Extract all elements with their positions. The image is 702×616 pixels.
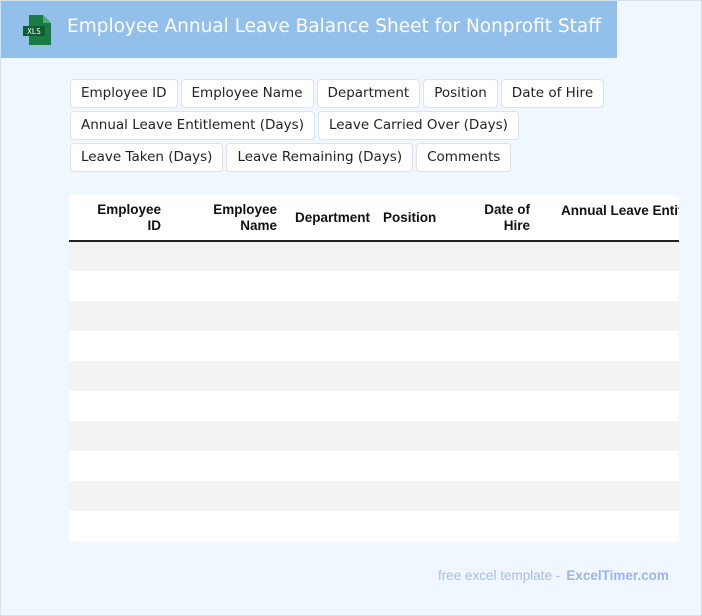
table-cell[interactable] xyxy=(165,391,281,421)
table-cell[interactable] xyxy=(450,511,534,541)
table-cell[interactable] xyxy=(374,511,450,541)
table-row xyxy=(69,511,679,541)
column-chips: Employee ID Employee Name Department Pos… xyxy=(70,79,670,172)
table-cell[interactable] xyxy=(281,271,374,301)
table-cell[interactable] xyxy=(281,301,374,331)
xls-file-icon: XLS xyxy=(23,15,51,45)
table-cell[interactable] xyxy=(534,421,679,451)
chip-position[interactable]: Position xyxy=(423,79,498,108)
table-row xyxy=(69,451,679,481)
table-cell[interactable] xyxy=(69,481,165,511)
table-cell[interactable] xyxy=(450,271,534,301)
table-cell[interactable] xyxy=(69,391,165,421)
table-cell[interactable] xyxy=(69,511,165,541)
table-cell[interactable] xyxy=(374,271,450,301)
table-cell[interactable] xyxy=(534,361,679,391)
table-cell[interactable] xyxy=(281,511,374,541)
table-row xyxy=(69,241,679,271)
table-cell[interactable] xyxy=(534,391,679,421)
table-cell[interactable] xyxy=(374,451,450,481)
header-employee-id[interactable]: Employee ID xyxy=(69,195,165,242)
header-annual-leave-entitlement[interactable]: Annual Leave Entitlement (Days) xyxy=(534,195,679,242)
table-cell[interactable] xyxy=(450,361,534,391)
table-cell[interactable] xyxy=(450,301,534,331)
table-cell[interactable] xyxy=(374,331,450,361)
table-cell[interactable] xyxy=(281,361,374,391)
header-department[interactable]: Department xyxy=(281,195,374,242)
table-cell[interactable] xyxy=(69,331,165,361)
header-date-of-hire[interactable]: Date of Hire xyxy=(450,195,534,242)
chip-employee-name[interactable]: Employee Name xyxy=(180,79,314,108)
table-cell[interactable] xyxy=(374,301,450,331)
footer-brand-link[interactable]: ExcelTimer.com xyxy=(566,568,669,583)
table-cell[interactable] xyxy=(374,391,450,421)
table-cell[interactable] xyxy=(281,391,374,421)
chip-leave-remaining[interactable]: Leave Remaining (Days) xyxy=(226,143,414,172)
chip-date-of-hire[interactable]: Date of Hire xyxy=(500,79,605,108)
table-cell[interactable] xyxy=(281,421,374,451)
table-cell[interactable] xyxy=(69,301,165,331)
chip-leave-carried-over[interactable]: Leave Carried Over (Days) xyxy=(317,111,519,140)
table-cell[interactable] xyxy=(450,241,534,271)
footer-text: free excel template - xyxy=(438,568,561,583)
table-row xyxy=(69,391,679,421)
table-cell[interactable] xyxy=(165,241,281,271)
table-cell[interactable] xyxy=(165,481,281,511)
table-row xyxy=(69,361,679,391)
table-row xyxy=(69,421,679,451)
chip-comments[interactable]: Comments xyxy=(416,143,512,172)
chip-department[interactable]: Department xyxy=(316,79,421,108)
table-cell[interactable] xyxy=(69,241,165,271)
table-cell[interactable] xyxy=(534,511,679,541)
table-cell[interactable] xyxy=(281,241,374,271)
table-cell[interactable] xyxy=(534,451,679,481)
table-cell[interactable] xyxy=(450,481,534,511)
table-row xyxy=(69,481,679,511)
table-cell[interactable] xyxy=(450,331,534,361)
table-cell[interactable] xyxy=(534,331,679,361)
chip-leave-taken[interactable]: Leave Taken (Days) xyxy=(70,143,224,172)
table-cell[interactable] xyxy=(374,481,450,511)
page-title: Employee Annual Leave Balance Sheet for … xyxy=(67,16,601,37)
table-cell[interactable] xyxy=(69,361,165,391)
table-row xyxy=(69,301,679,331)
table-cell[interactable] xyxy=(374,361,450,391)
table-cell[interactable] xyxy=(534,241,679,271)
leave-table: Employee ID Employee Name Department Pos… xyxy=(69,195,679,542)
table-cell[interactable] xyxy=(281,481,374,511)
table-cell[interactable] xyxy=(374,421,450,451)
table-cell[interactable] xyxy=(534,301,679,331)
table-cell[interactable] xyxy=(165,451,281,481)
chip-employee-id[interactable]: Employee ID xyxy=(70,79,178,108)
table-cell[interactable] xyxy=(450,391,534,421)
title-bar: XLS Employee Annual Leave Balance Sheet … xyxy=(1,1,617,58)
table-cell[interactable] xyxy=(534,481,679,511)
table-cell[interactable] xyxy=(450,451,534,481)
header-employee-name[interactable]: Employee Name xyxy=(165,195,281,242)
table-cell[interactable] xyxy=(165,361,281,391)
table-cell[interactable] xyxy=(165,331,281,361)
table-header-row: Employee ID Employee Name Department Pos… xyxy=(69,195,679,242)
table-cell[interactable] xyxy=(69,451,165,481)
table-row xyxy=(69,331,679,361)
table-cell[interactable] xyxy=(534,271,679,301)
table-cell[interactable] xyxy=(374,241,450,271)
footer: free excel template - ExcelTimer.com xyxy=(438,568,669,583)
header-position[interactable]: Position xyxy=(374,195,450,242)
table-cell[interactable] xyxy=(69,271,165,301)
table-cell[interactable] xyxy=(165,421,281,451)
table-row xyxy=(69,271,679,301)
table-cell[interactable] xyxy=(281,331,374,361)
table-cell[interactable] xyxy=(165,511,281,541)
chip-annual-leave-entitlement[interactable]: Annual Leave Entitlement (Days) xyxy=(70,111,315,140)
table-cell[interactable] xyxy=(69,421,165,451)
table-cell[interactable] xyxy=(450,421,534,451)
table-cell[interactable] xyxy=(165,301,281,331)
table-cell[interactable] xyxy=(165,271,281,301)
table-cell[interactable] xyxy=(281,451,374,481)
svg-text:XLS: XLS xyxy=(27,27,41,36)
